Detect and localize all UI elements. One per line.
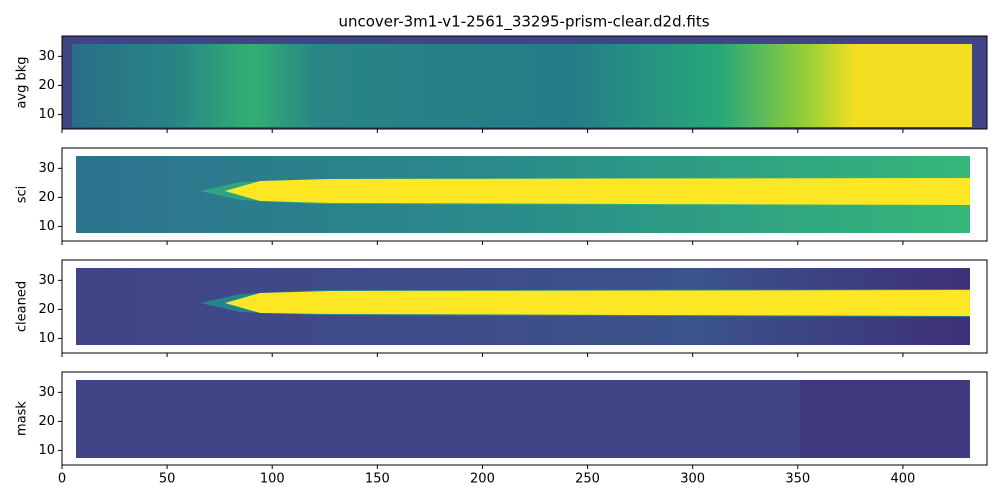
chart-title: uncover-3m1-v1-2561_33295-prism-clear.d2… (338, 13, 709, 32)
axes-frame (61, 371, 988, 466)
x-tick-label: 350 (785, 472, 810, 487)
y-tick-label: 20 (38, 190, 55, 205)
y-tick-label: 30 (38, 161, 55, 176)
y-axis-label: avg bkg (15, 56, 30, 108)
y-tick-label: 30 (38, 49, 55, 64)
axes-frame (61, 259, 988, 354)
panel-image (76, 156, 970, 233)
panel-image (76, 380, 970, 458)
x-tick-label: 250 (575, 472, 600, 487)
panel-image (62, 36, 987, 129)
panel-image (76, 268, 970, 345)
x-tick-label: 400 (890, 472, 915, 487)
y-axis-label: cleaned (15, 281, 30, 332)
x-tick-label: 200 (470, 472, 495, 487)
y-tick-label: 30 (38, 385, 55, 400)
y-axis-label: mask (15, 401, 30, 436)
x-tick-label: 300 (680, 472, 705, 487)
y-tick-label: 20 (38, 302, 55, 317)
y-axis-label: sci (15, 186, 30, 204)
y-tick-label: 20 (38, 414, 55, 429)
x-tick-label: 150 (365, 472, 390, 487)
y-tick-label: 10 (38, 443, 55, 458)
x-tick-label: 50 (159, 472, 176, 487)
axes-frame (61, 35, 988, 130)
y-tick-label: 10 (38, 331, 55, 346)
x-tick-label: 0 (58, 472, 66, 487)
y-tick-label: 30 (38, 273, 55, 288)
y-tick-label: 10 (38, 107, 55, 122)
y-tick-label: 20 (38, 78, 55, 93)
y-tick-label: 10 (38, 219, 55, 234)
axes-frame (61, 147, 988, 242)
x-tick-label: 100 (260, 472, 285, 487)
